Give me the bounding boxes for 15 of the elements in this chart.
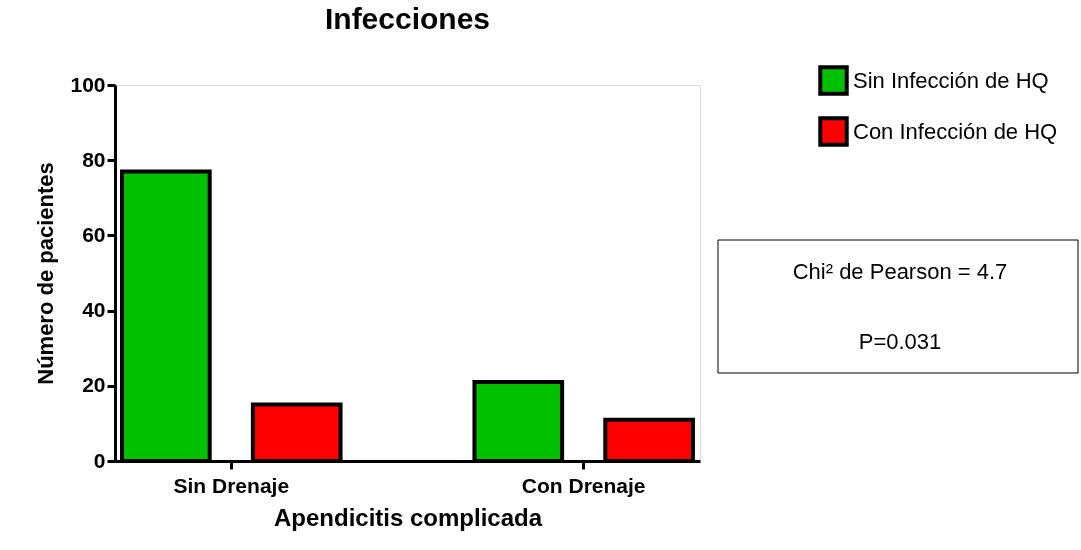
text: P=0.031	[858, 329, 942, 354]
y-tick-label: 20	[82, 373, 106, 397]
x-tick-label: Con Drenaje	[521, 473, 646, 497]
y-tick-label: 40	[82, 298, 106, 322]
legend-label: Con Infección de HQ	[853, 118, 1058, 144]
x-axis-title: Apendicitis complicada	[273, 503, 543, 531]
chart-title: Infecciones	[324, 2, 491, 35]
legend-label: Sin Infección de HQ	[853, 67, 1049, 93]
x-tick-label: Sin Drenaje	[173, 473, 290, 497]
y-tick-label: 100	[70, 72, 106, 96]
y-tick-label: 0	[93, 448, 106, 472]
y-tick-label: 60	[82, 222, 106, 246]
y-tick-label: 80	[82, 147, 106, 171]
text: Chi² de Pearson = 4.7	[792, 259, 1008, 284]
y-axis-title: Número de pacientes	[33, 162, 59, 385]
